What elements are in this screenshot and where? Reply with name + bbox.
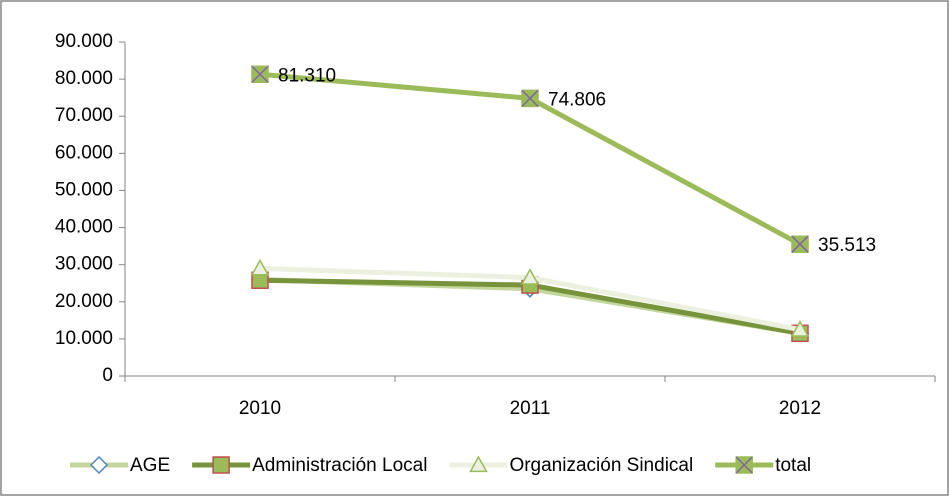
- y-tick-label: 10.000: [55, 328, 113, 349]
- y-tick-label: 80.000: [55, 68, 113, 89]
- x-tick-label: 2012: [779, 398, 821, 419]
- y-tick-label: 40.000: [55, 217, 113, 238]
- marker: [520, 268, 540, 285]
- data-label: 74.806: [548, 89, 606, 110]
- data-label: 35.513: [818, 235, 876, 256]
- legend-label: total: [775, 455, 811, 476]
- y-tick-label: 90.000: [55, 31, 113, 52]
- marker: [212, 456, 230, 474]
- y-tick-label: 50.000: [55, 179, 113, 200]
- x-tick-label: 2010: [239, 398, 281, 419]
- y-tick-label: 60.000: [55, 142, 113, 163]
- marker-cross: [251, 65, 269, 83]
- legend-label: Administración Local: [252, 455, 427, 476]
- marker: [469, 455, 488, 473]
- legend-label: Organización Sindical: [509, 455, 693, 476]
- marker-cross: [791, 235, 809, 253]
- y-tick-label: 30.000: [55, 254, 113, 275]
- legend-label: AGE: [130, 455, 170, 476]
- x-tick-label: 2011: [510, 398, 551, 419]
- y-tick-label: 0: [102, 365, 113, 386]
- data-label: 81.310: [278, 65, 336, 86]
- y-tick-label: 20.000: [55, 291, 113, 312]
- marker-cross: [735, 456, 753, 474]
- marker: [250, 258, 270, 276]
- marker: [790, 320, 810, 337]
- marker-cross: [521, 89, 539, 107]
- marker: [89, 455, 109, 475]
- y-tick-label: 70.000: [55, 105, 113, 126]
